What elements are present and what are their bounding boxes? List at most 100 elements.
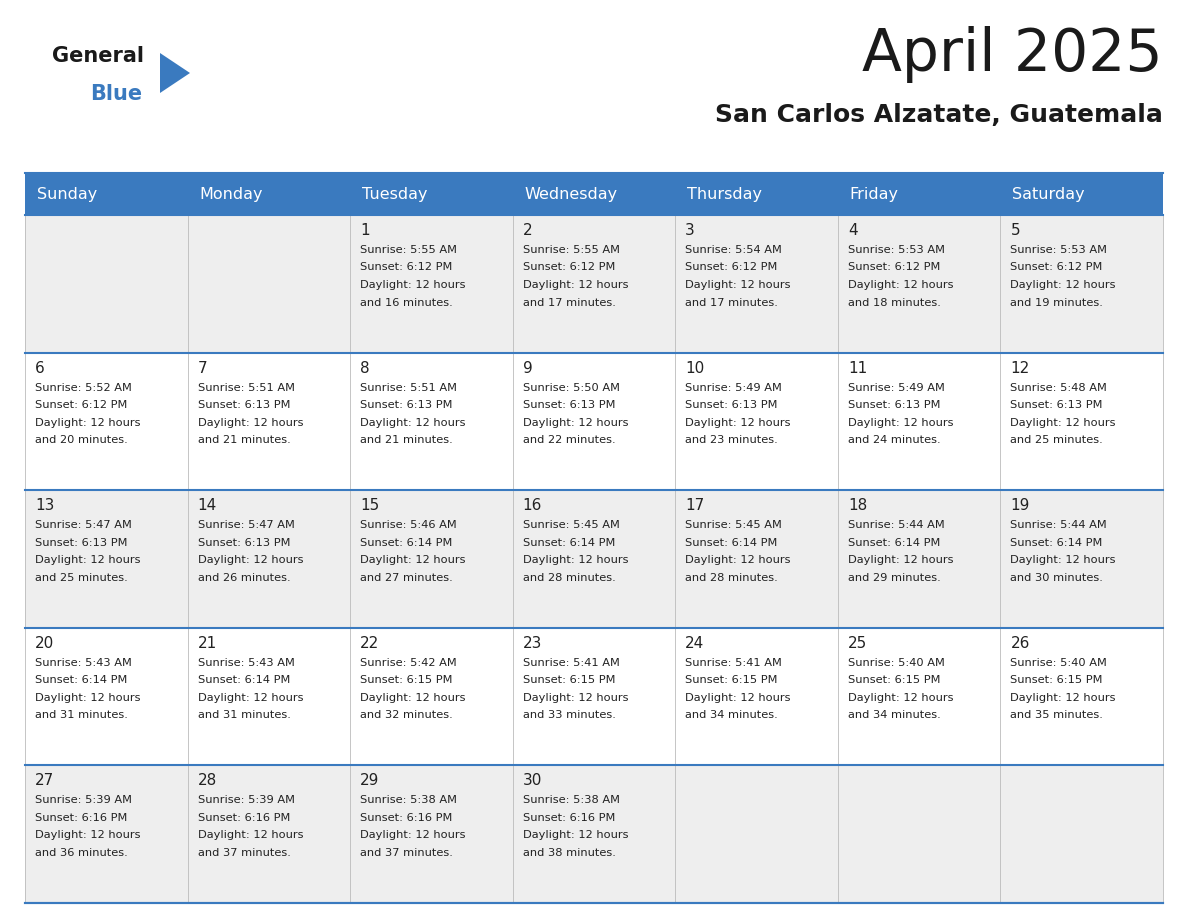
Text: 20: 20 <box>34 636 55 651</box>
Text: Sunrise: 5:50 AM: Sunrise: 5:50 AM <box>523 383 620 393</box>
Text: 25: 25 <box>848 636 867 651</box>
Text: and 32 minutes.: and 32 minutes. <box>360 711 453 721</box>
Text: Sunset: 6:13 PM: Sunset: 6:13 PM <box>1011 400 1102 410</box>
Text: Sunrise: 5:49 AM: Sunrise: 5:49 AM <box>848 383 944 393</box>
Text: and 29 minutes.: and 29 minutes. <box>848 573 941 583</box>
Bar <box>350 766 513 903</box>
Bar <box>513 766 675 903</box>
Text: Sunday: Sunday <box>37 186 97 201</box>
Text: Daylight: 12 hours: Daylight: 12 hours <box>523 280 628 290</box>
Text: Sunset: 6:14 PM: Sunset: 6:14 PM <box>197 676 290 686</box>
Text: and 38 minutes.: and 38 minutes. <box>523 848 615 858</box>
Text: Sunset: 6:14 PM: Sunset: 6:14 PM <box>848 538 940 548</box>
Text: Sunset: 6:13 PM: Sunset: 6:13 PM <box>34 538 127 548</box>
Text: Daylight: 12 hours: Daylight: 12 hours <box>1011 555 1116 565</box>
Text: Daylight: 12 hours: Daylight: 12 hours <box>848 280 953 290</box>
Text: Sunset: 6:12 PM: Sunset: 6:12 PM <box>848 263 940 273</box>
Text: Sunset: 6:13 PM: Sunset: 6:13 PM <box>685 400 778 410</box>
Bar <box>675 353 838 490</box>
Text: 21: 21 <box>197 636 217 651</box>
Text: April 2025: April 2025 <box>862 26 1163 83</box>
Text: Sunset: 6:15 PM: Sunset: 6:15 PM <box>523 676 615 686</box>
Text: Daylight: 12 hours: Daylight: 12 hours <box>197 831 303 840</box>
Text: and 37 minutes.: and 37 minutes. <box>360 848 453 858</box>
Bar <box>513 628 675 766</box>
Text: Sunset: 6:14 PM: Sunset: 6:14 PM <box>685 538 778 548</box>
Text: Sunrise: 5:53 AM: Sunrise: 5:53 AM <box>1011 245 1107 255</box>
Text: 19: 19 <box>1011 498 1030 513</box>
Text: and 24 minutes.: and 24 minutes. <box>848 435 941 445</box>
Text: Daylight: 12 hours: Daylight: 12 hours <box>685 693 791 703</box>
Text: and 34 minutes.: and 34 minutes. <box>848 711 941 721</box>
Text: and 26 minutes.: and 26 minutes. <box>197 573 290 583</box>
Text: Sunrise: 5:41 AM: Sunrise: 5:41 AM <box>523 658 620 667</box>
Text: Daylight: 12 hours: Daylight: 12 hours <box>685 555 791 565</box>
Bar <box>675 490 838 628</box>
Text: Daylight: 12 hours: Daylight: 12 hours <box>360 280 466 290</box>
Text: Daylight: 12 hours: Daylight: 12 hours <box>34 555 140 565</box>
Text: Sunrise: 5:40 AM: Sunrise: 5:40 AM <box>1011 658 1107 667</box>
Text: Blue: Blue <box>90 84 143 104</box>
Text: Sunset: 6:12 PM: Sunset: 6:12 PM <box>360 263 453 273</box>
Text: Sunrise: 5:45 AM: Sunrise: 5:45 AM <box>685 521 782 531</box>
Text: Sunrise: 5:46 AM: Sunrise: 5:46 AM <box>360 521 457 531</box>
Text: Daylight: 12 hours: Daylight: 12 hours <box>523 831 628 840</box>
Text: Sunset: 6:14 PM: Sunset: 6:14 PM <box>34 676 127 686</box>
Text: Daylight: 12 hours: Daylight: 12 hours <box>848 418 953 428</box>
Bar <box>350 353 513 490</box>
Text: and 19 minutes.: and 19 minutes. <box>1011 297 1104 308</box>
Bar <box>838 215 1000 353</box>
Text: Sunrise: 5:51 AM: Sunrise: 5:51 AM <box>360 383 457 393</box>
Bar <box>350 628 513 766</box>
Text: San Carlos Alzatate, Guatemala: San Carlos Alzatate, Guatemala <box>715 103 1163 127</box>
Text: and 17 minutes.: and 17 minutes. <box>523 297 615 308</box>
Text: Sunrise: 5:51 AM: Sunrise: 5:51 AM <box>197 383 295 393</box>
Text: Sunrise: 5:38 AM: Sunrise: 5:38 AM <box>523 795 620 805</box>
Bar <box>188 628 350 766</box>
Bar <box>25 766 188 903</box>
Text: Daylight: 12 hours: Daylight: 12 hours <box>360 418 466 428</box>
Text: Sunset: 6:14 PM: Sunset: 6:14 PM <box>1011 538 1102 548</box>
Text: Sunrise: 5:38 AM: Sunrise: 5:38 AM <box>360 795 457 805</box>
Text: and 31 minutes.: and 31 minutes. <box>34 711 128 721</box>
Bar <box>838 628 1000 766</box>
Text: Sunrise: 5:42 AM: Sunrise: 5:42 AM <box>360 658 457 667</box>
Bar <box>350 490 513 628</box>
Text: and 16 minutes.: and 16 minutes. <box>360 297 453 308</box>
Text: Daylight: 12 hours: Daylight: 12 hours <box>685 280 791 290</box>
Bar <box>1000 353 1163 490</box>
Text: Daylight: 12 hours: Daylight: 12 hours <box>360 831 466 840</box>
Text: Sunset: 6:16 PM: Sunset: 6:16 PM <box>197 813 290 823</box>
Text: Monday: Monday <box>200 186 263 201</box>
Text: 3: 3 <box>685 223 695 238</box>
Bar <box>513 353 675 490</box>
Text: Sunset: 6:14 PM: Sunset: 6:14 PM <box>360 538 453 548</box>
Text: Daylight: 12 hours: Daylight: 12 hours <box>197 418 303 428</box>
Bar <box>513 215 675 353</box>
Text: Wednesday: Wednesday <box>525 186 618 201</box>
Text: 23: 23 <box>523 636 542 651</box>
Text: Sunrise: 5:44 AM: Sunrise: 5:44 AM <box>1011 521 1107 531</box>
Text: 22: 22 <box>360 636 379 651</box>
Text: Daylight: 12 hours: Daylight: 12 hours <box>360 555 466 565</box>
Text: Daylight: 12 hours: Daylight: 12 hours <box>523 418 628 428</box>
Text: 13: 13 <box>34 498 55 513</box>
Text: Sunrise: 5:39 AM: Sunrise: 5:39 AM <box>34 795 132 805</box>
Bar <box>25 628 188 766</box>
Text: and 22 minutes.: and 22 minutes. <box>523 435 615 445</box>
Text: 24: 24 <box>685 636 704 651</box>
Text: Daylight: 12 hours: Daylight: 12 hours <box>1011 280 1116 290</box>
Bar <box>675 766 838 903</box>
Text: Daylight: 12 hours: Daylight: 12 hours <box>523 693 628 703</box>
Text: 30: 30 <box>523 773 542 789</box>
Text: and 28 minutes.: and 28 minutes. <box>523 573 615 583</box>
Bar <box>188 215 350 353</box>
Text: 28: 28 <box>197 773 217 789</box>
Bar <box>513 490 675 628</box>
Text: Sunrise: 5:41 AM: Sunrise: 5:41 AM <box>685 658 782 667</box>
Text: 10: 10 <box>685 361 704 375</box>
Text: and 17 minutes.: and 17 minutes. <box>685 297 778 308</box>
Bar <box>838 766 1000 903</box>
Text: Daylight: 12 hours: Daylight: 12 hours <box>34 693 140 703</box>
Text: and 25 minutes.: and 25 minutes. <box>1011 435 1104 445</box>
